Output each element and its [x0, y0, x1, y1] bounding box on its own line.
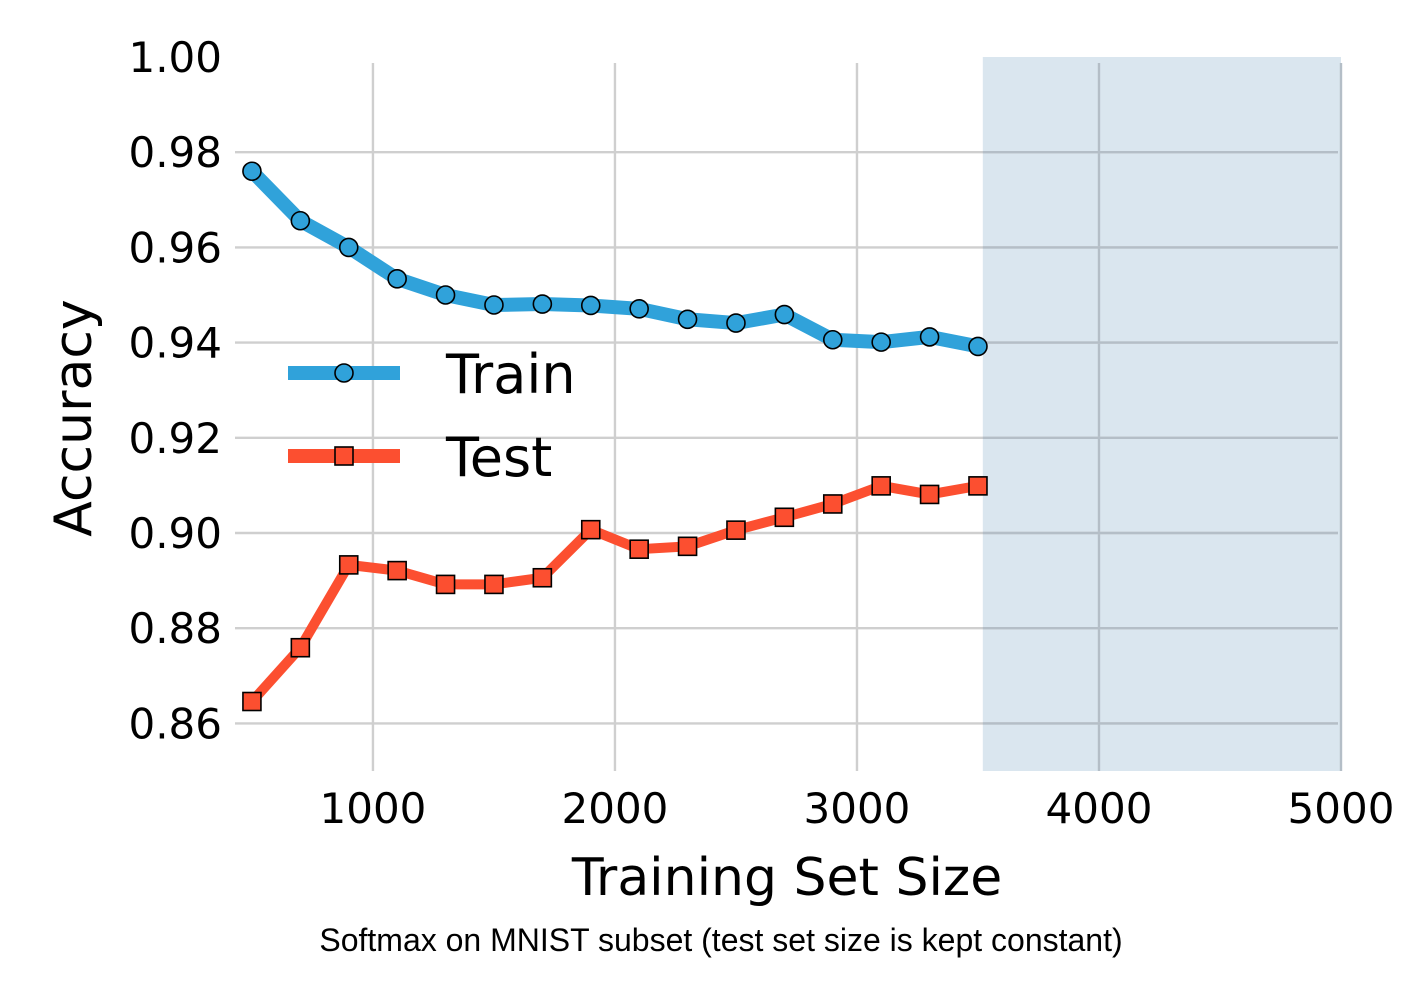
series-layer — [242, 161, 988, 712]
legend-entry-test: Test — [288, 426, 552, 489]
point-test-12 — [822, 494, 843, 514]
series-line-test — [246, 480, 983, 707]
chart-caption-text: Softmax on MNIST subset (test set size i… — [319, 922, 1123, 958]
point-train-5 — [484, 295, 504, 315]
y-tick-label-1: 0.88 — [128, 604, 222, 653]
y-tick-label-2: 0.90 — [128, 509, 222, 558]
point-train-14 — [919, 327, 940, 347]
legend-label-test: Test — [445, 426, 552, 489]
point-test-15 — [968, 476, 988, 496]
shaded-region-layer — [982, 57, 1341, 771]
x-axis-label: Training Set Size — [571, 848, 1002, 908]
point-test-10 — [726, 520, 746, 540]
point-train-13 — [871, 332, 891, 352]
y-tick-label-4: 0.94 — [128, 319, 222, 368]
point-test-4 — [435, 574, 456, 595]
y-axis-label: Accuracy — [44, 299, 104, 536]
point-test-11 — [774, 507, 795, 528]
x-tick-label-3: 4000 — [1046, 784, 1153, 833]
point-train-4 — [435, 285, 456, 305]
y-tick-label-7: 1.00 — [128, 33, 222, 82]
x-tick-label-1: 2000 — [562, 784, 669, 833]
series-line-train — [244, 164, 985, 354]
point-test-6 — [532, 567, 553, 588]
y-tick-label-6: 0.98 — [128, 128, 222, 177]
x-tick-label-0: 1000 — [320, 784, 427, 833]
point-train-0 — [242, 161, 262, 182]
point-train-7 — [580, 295, 601, 316]
legend-label-train: Train — [445, 343, 576, 406]
grid-layer — [235, 63, 1343, 771]
point-train-12 — [822, 329, 843, 350]
chart-caption: Softmax on MNIST subset (test set size i… — [0, 922, 1428, 959]
point-train-8 — [629, 299, 649, 319]
tick-label-layer: 1000 2000 3000 4000 5000 0.86 0.88 0.90 0.92 0.94… — [128, 33, 1394, 833]
point-test-13 — [871, 476, 891, 496]
legend: Train Test — [288, 343, 576, 489]
point-train-6 — [532, 294, 553, 314]
point-test-2 — [338, 555, 359, 575]
point-test-14 — [919, 484, 940, 505]
y-tick-label-5: 0.96 — [128, 223, 222, 272]
y-tick-label-0: 0.86 — [128, 699, 222, 748]
point-test-1 — [290, 637, 311, 658]
point-test-8 — [629, 539, 649, 559]
point-test-9 — [677, 536, 698, 557]
point-test-7 — [580, 519, 601, 540]
series-train — [242, 161, 988, 357]
series-test — [242, 476, 988, 712]
point-train-10 — [726, 313, 746, 333]
point-test-0 — [242, 691, 262, 712]
legend-marker-test — [334, 446, 354, 466]
point-train-3 — [387, 269, 407, 289]
y-tick-label-3: 0.92 — [128, 414, 222, 463]
point-train-11 — [774, 304, 795, 325]
legend-entry-train: Train — [288, 343, 576, 406]
point-train-1 — [290, 210, 311, 231]
shaded-region — [982, 57, 1341, 771]
x-tick-label-4: 5000 — [1288, 784, 1395, 833]
point-train-9 — [677, 309, 698, 330]
legend-marker-train — [334, 363, 354, 383]
point-train-2 — [338, 237, 359, 258]
point-test-3 — [387, 560, 407, 581]
x-tick-label-2: 3000 — [804, 784, 911, 833]
point-test-5 — [484, 574, 504, 595]
point-train-15 — [968, 336, 988, 357]
